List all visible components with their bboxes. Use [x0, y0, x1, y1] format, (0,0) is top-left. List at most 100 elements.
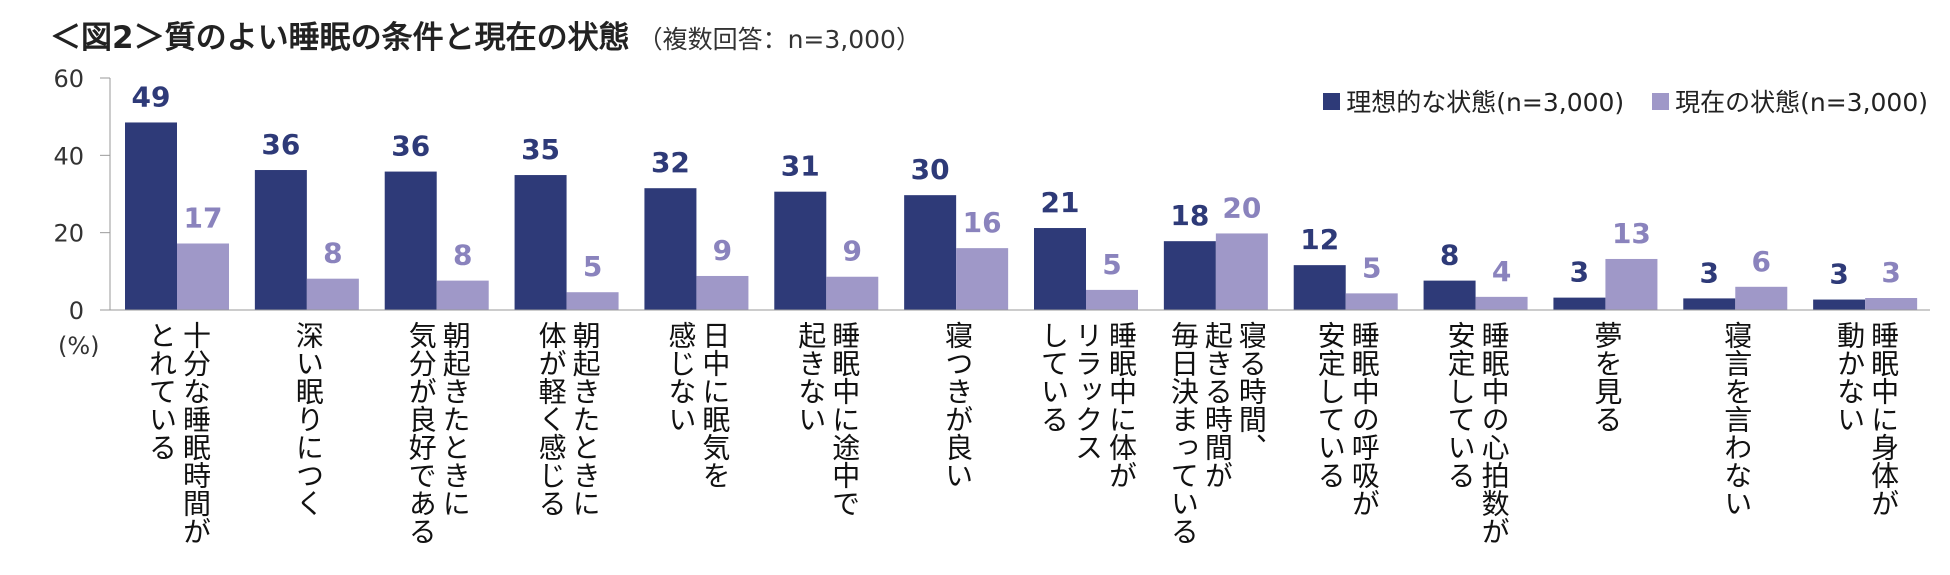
category-label: 十分な睡眠時間が とれている — [143, 321, 212, 545]
data-label-current-1: 8 — [323, 237, 342, 270]
category-label: 睡眠中の呼吸が 安定している — [1312, 321, 1381, 517]
category-label-line: 睡眠中の心拍数が — [1477, 321, 1511, 545]
category-label: 朝起きたときに 気分が良好である — [403, 321, 472, 545]
data-label-current-8: 20 — [1222, 191, 1261, 224]
chart-title: ＜図2＞質のよい睡眠の条件と現在の状態 — [50, 20, 630, 56]
legend: 理想的な状態(n=3,000) 現在の状態(n=3,000) — [1303, 83, 1928, 119]
y-tick-label-40: 40 — [53, 142, 84, 170]
data-label-current-11: 13 — [1612, 217, 1651, 250]
bar-current-5 — [826, 276, 879, 310]
legend-swatch-ideal — [1323, 92, 1341, 110]
category-label: 日中に眠気を 感じない — [662, 321, 732, 489]
bar-ideal-4 — [644, 188, 697, 310]
category-label-line: している — [1037, 321, 1070, 433]
bar-current-4 — [696, 275, 749, 310]
data-label-ideal-5: 31 — [781, 150, 820, 183]
legend-label-ideal: 理想的な状態(n=3,000) — [1346, 88, 1625, 117]
category-label-line: 動かない — [1833, 321, 1867, 433]
category-label-line: 睡眠中の呼吸が — [1347, 321, 1381, 517]
category-label-line: とれている — [145, 321, 178, 461]
category-label-line: 毎日決まっている — [1166, 321, 1200, 545]
data-label-current-9: 5 — [1362, 251, 1381, 284]
category-label-line: 体が軽く感じる — [534, 321, 568, 517]
data-label-ideal-8: 18 — [1170, 199, 1209, 232]
category-label-line: 睡眠中に体が — [1105, 321, 1138, 489]
bar-current-10 — [1475, 296, 1528, 310]
category-label-line: 起きない — [794, 321, 828, 433]
bar-ideal-8 — [1163, 241, 1216, 310]
data-label-current-6: 16 — [963, 206, 1002, 239]
bar-current-13 — [1865, 298, 1918, 310]
category-label-line: 夢を見る — [1590, 321, 1624, 433]
category-label-line: 安定している — [1443, 321, 1477, 489]
y-tick-label-0: 0 — [69, 297, 84, 325]
bar-ideal-13 — [1813, 299, 1866, 310]
data-label-ideal-0: 49 — [132, 80, 171, 113]
category-label-line: 寝言を言わない — [1720, 321, 1754, 517]
data-label-current-10: 4 — [1492, 255, 1511, 288]
legend-swatch-current — [1652, 92, 1670, 110]
y-axis-unit-label: (%) — [58, 332, 100, 360]
category-label-line: 感じない — [664, 321, 698, 433]
bar-ideal-11 — [1553, 297, 1606, 310]
y-tick-label-20: 20 — [53, 220, 84, 248]
category-label-line: 安定している — [1313, 321, 1347, 489]
data-label-current-13: 3 — [1881, 256, 1900, 289]
category-label-line: 寝る時間、 — [1234, 321, 1268, 461]
bar-current-9 — [1345, 293, 1398, 310]
data-label-current-12: 6 — [1752, 245, 1771, 278]
data-label-ideal-3: 35 — [521, 133, 560, 166]
category-label: 寝つきが良い — [939, 321, 975, 489]
bar-current-0 — [177, 243, 229, 310]
bar-current-3 — [566, 292, 619, 310]
bar-ideal-2 — [384, 171, 437, 310]
data-label-ideal-6: 30 — [911, 153, 950, 186]
data-label-ideal-7: 21 — [1041, 186, 1080, 219]
data-label-ideal-4: 32 — [651, 146, 690, 179]
bar-ideal-3 — [514, 175, 567, 310]
data-label-ideal-11: 3 — [1570, 256, 1589, 289]
bar-current-6 — [956, 248, 1009, 310]
bar-ideal-1 — [254, 170, 307, 310]
category-label: 睡眠中に途中で 起きない — [792, 321, 862, 517]
y-tick-label-60: 60 — [53, 65, 84, 93]
bar-ideal-5 — [774, 191, 827, 310]
category-label-line: 睡眠中に身体が — [1867, 321, 1901, 517]
bar-ideal-9 — [1293, 265, 1346, 310]
data-label-current-2: 8 — [453, 239, 472, 272]
data-label-current-7: 5 — [1102, 248, 1121, 281]
category-label-line: 十分な睡眠時間が — [179, 321, 212, 545]
bar-current-7 — [1086, 289, 1138, 310]
data-label-ideal-10: 8 — [1440, 239, 1459, 272]
bar-ideal-7 — [1034, 228, 1086, 310]
chart-title-block: ＜図2＞質のよい睡眠の条件と現在の状態 （複数回答：n=3,000） — [50, 12, 921, 57]
category-label-line: 日中に眠気を — [698, 321, 732, 489]
category-label: 寝る時間、 起きる時間が 毎日決まっている — [1165, 321, 1268, 545]
category-label: 睡眠中に体が リラックス している — [1035, 321, 1138, 489]
category-label: 深い眠りにつく — [290, 321, 325, 517]
category-label-line: 寝つきが良い — [941, 321, 975, 489]
category-label: 朝起きたときに 体が軽く感じる — [533, 321, 602, 517]
data-label-ideal-9: 12 — [1300, 223, 1339, 256]
bar-current-11 — [1605, 258, 1658, 310]
bar-ideal-10 — [1423, 280, 1476, 310]
category-label-line: 起きる時間が — [1200, 321, 1234, 489]
bar-current-2 — [436, 280, 489, 310]
category-label-line: リラックス — [1071, 321, 1104, 461]
category-label: 睡眠中の心拍数が 安定している — [1442, 321, 1511, 545]
legend-item-ideal: 理想的な状態(n=3,000) — [1323, 83, 1624, 119]
category-label-line: 睡眠中に途中で — [828, 321, 862, 517]
category-label: 睡眠中に身体が 動かない — [1831, 321, 1901, 517]
bar-current-12 — [1735, 286, 1788, 310]
data-label-ideal-13: 3 — [1829, 258, 1848, 291]
bar-ideal-0 — [125, 122, 177, 310]
data-label-current-4: 9 — [713, 234, 732, 267]
data-label-current-0: 17 — [184, 201, 223, 234]
bar-current-8 — [1215, 233, 1268, 310]
legend-label-current: 現在の状態(n=3,000) — [1675, 88, 1928, 117]
category-label-line: 深い眠りにつく — [291, 321, 325, 517]
data-label-ideal-1: 36 — [261, 128, 300, 161]
data-label-current-3: 5 — [583, 250, 602, 283]
bar-current-1 — [306, 278, 359, 310]
